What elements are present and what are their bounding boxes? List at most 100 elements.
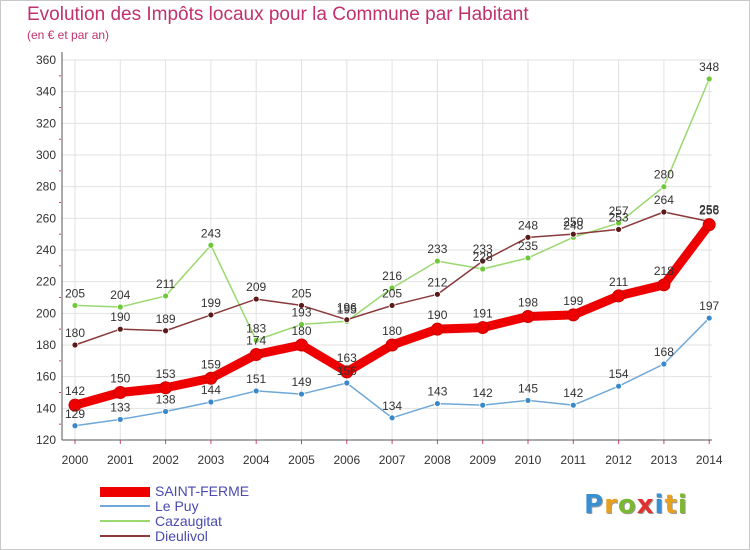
data-point [479,257,487,265]
x-tick-label: 2007 [379,453,406,467]
data-label: 195 [337,302,357,316]
data-label: 129 [65,407,85,421]
data-label: 248 [518,218,538,232]
legend-item-dieulivol: Dieulivol [100,529,360,543]
data-label: 153 [156,367,176,381]
chart-subtitle: (en € et par an) [27,28,110,42]
x-tick-label: 2014 [696,453,723,467]
data-label: 180 [65,326,85,340]
data-label: 211 [156,277,175,291]
data-label: 209 [246,280,266,294]
y-tick-label: 160 [36,370,56,384]
data-point [207,241,215,249]
data-point [207,311,215,319]
data-label: 199 [563,294,583,308]
data-point [433,290,441,298]
data-label: 138 [156,393,176,407]
x-tick-label: 2010 [515,453,542,467]
data-point [71,341,79,349]
data-point [340,365,354,379]
data-point [615,226,622,233]
data-label: 198 [518,296,538,310]
data-label: 243 [201,226,221,240]
data-point [116,416,124,423]
data-label: 280 [654,168,674,182]
data-point [252,387,260,395]
series-cazaugitat [71,75,713,344]
data-label: 193 [291,305,311,319]
y-tick-label: 260 [36,211,56,225]
x-tick-label: 2003 [198,453,225,467]
data-point [159,381,173,395]
data-label: 180 [382,324,402,338]
y-tick-label: 140 [36,401,56,415]
data-point [660,360,668,368]
data-label: 191 [473,307,493,321]
legend-item-cazaugitat: Cazaugitat [100,514,360,528]
y-tick-label: 220 [36,275,56,289]
data-label: 253 [609,210,629,224]
logo-letter: i [677,490,688,520]
y-tick-label: 280 [36,180,56,194]
data-point [612,289,626,303]
data-point [479,265,487,273]
data-label: 183 [246,321,266,335]
data-point [660,183,668,191]
data-point [705,75,713,83]
grid [62,59,712,441]
data-point [524,254,532,262]
axes: 120 140 160 180 200 220 240 260 280 300 320 340 360 2… [36,52,723,467]
data-point [343,316,351,324]
data-point [295,338,308,352]
data-label: 257 [609,204,629,218]
data-label: 149 [291,375,311,389]
data-label: 264 [654,193,674,207]
series-lines [68,75,716,430]
data-label: 144 [201,383,221,397]
logo-letter: x [636,490,655,520]
data-point [298,321,305,328]
data-label: 348 [699,60,719,74]
data-point [298,302,305,309]
x-tick-label: 2000 [62,453,89,467]
proxiti-logo: Proxiti [584,490,688,520]
data-point [385,338,399,352]
y-tick-label: 120 [36,433,56,447]
y-tick-label: 340 [36,85,56,99]
data-point [702,218,716,232]
series-le-puy [71,314,713,430]
data-label: 205 [382,286,402,300]
data-label: 142 [563,386,583,400]
data-label: 204 [110,288,130,302]
x-tick-label: 2009 [469,453,496,467]
legend-label-saint-ferme: SAINT-FERME [155,483,250,499]
logo-letter: r [604,490,618,520]
data-point [524,233,532,241]
data-point [660,208,668,216]
data-point [433,257,441,265]
logo-letter: P [584,490,605,520]
logo-letter: o [617,490,637,520]
data-point [524,397,532,404]
data-label: 174 [246,334,266,348]
data-point [249,348,263,361]
legend-label-dieulivol: Dieulivol [155,528,208,544]
data-point [113,386,127,399]
x-tick-label: 2011 [560,453,586,467]
data-label: 205 [291,286,311,300]
data-point [343,379,351,387]
data-label: 250 [563,215,583,229]
data-point [388,284,396,292]
legend-swatch-saint-ferme [100,487,150,497]
data-label: 205 [65,286,85,300]
data-point [569,230,577,238]
data-label: 145 [518,381,538,395]
data-label: 180 [291,324,311,338]
y-tick-label: 320 [36,116,56,130]
data-point [615,382,622,390]
y-tick-label: 200 [36,306,56,320]
x-tick-label: 2006 [333,453,360,467]
data-point [479,401,487,409]
data-point [116,325,124,333]
y-tick-label: 360 [36,53,56,67]
